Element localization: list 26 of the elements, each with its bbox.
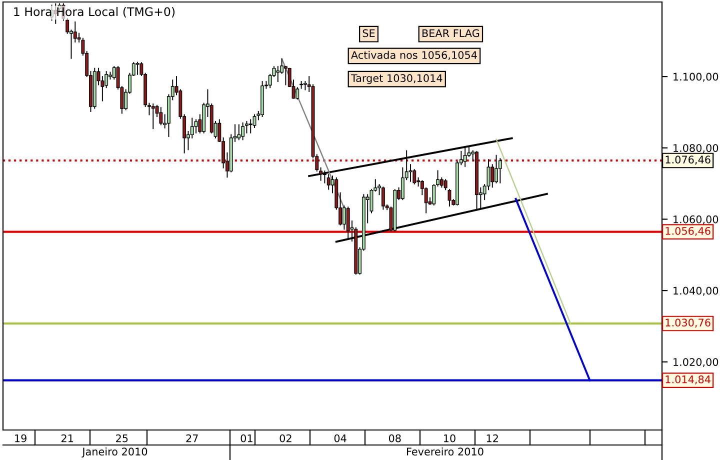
y-tick-label: 1.100,00: [674, 72, 718, 82]
x-tick-label: 27: [186, 434, 198, 442]
x-tick-label: 12: [486, 434, 498, 442]
chart-title: 1 Hora Hora Local (TMG+0): [14, 6, 175, 18]
annotation: SE: [362, 29, 375, 38]
y-tick-label: 1.080,00: [674, 144, 718, 154]
ref-line-label: 1.076,46: [666, 156, 710, 165]
annotation: Target 1030,1014: [350, 74, 442, 84]
x-tick-label: 19: [15, 434, 26, 442]
x-tick-label: 08: [388, 434, 401, 442]
y-tick-label: 1.060,00: [674, 215, 718, 224]
ref-line-label: 1.030,76: [666, 318, 710, 328]
ref-line-label: 1.014,84: [666, 375, 710, 384]
text: Fevereiro 2010: [407, 447, 484, 456]
annotation: Activada nos 1056,1054: [351, 50, 477, 60]
x-tick-label: 04: [334, 434, 346, 442]
x-tick-label: 10: [444, 434, 456, 442]
x-tick-label: 02: [280, 434, 292, 442]
x-tick-label: 25: [116, 434, 128, 442]
ref-line-label: 1.056,46: [666, 226, 710, 236]
text: Janeiro 2010: [82, 447, 148, 458]
y-tick-label: 1.020,00: [674, 358, 718, 368]
annotation: BEAR FLAG: [422, 29, 480, 38]
x-tick-label: 01: [240, 434, 252, 442]
x-tick-label: 21: [61, 434, 74, 442]
y-tick-label: 1.040,00: [674, 286, 718, 296]
